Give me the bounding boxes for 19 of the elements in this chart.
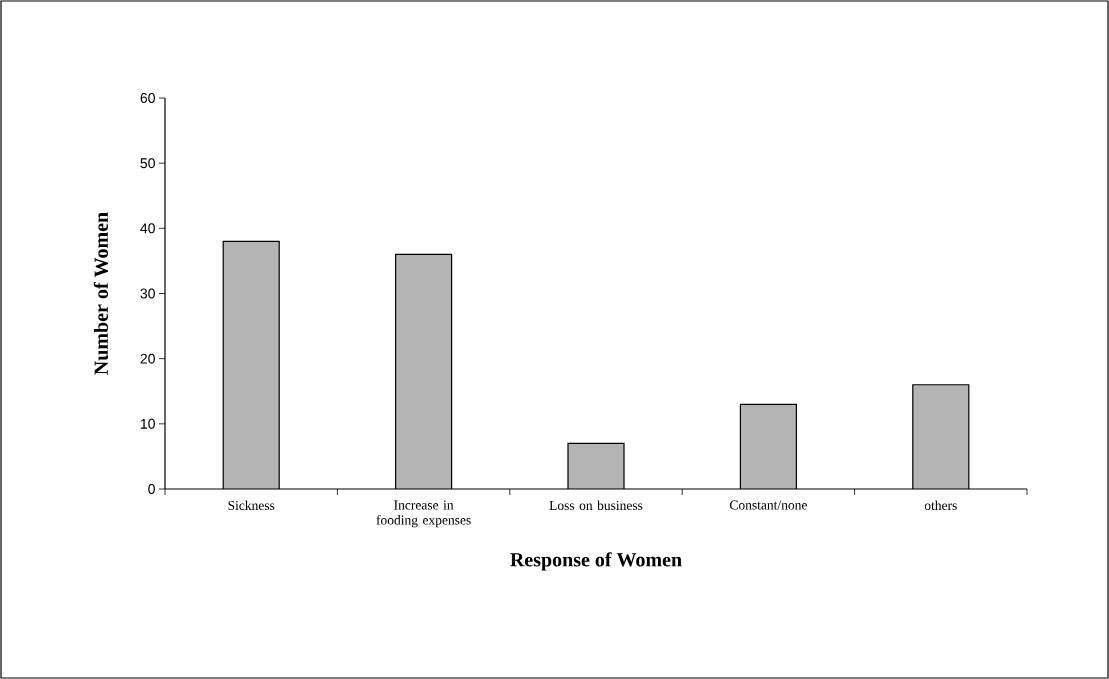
bar xyxy=(740,404,797,489)
bar xyxy=(395,254,452,489)
y-tick-label: 50 xyxy=(140,158,155,169)
y-tick-label: 0 xyxy=(148,484,155,494)
y-tick-label: 40 xyxy=(140,223,155,234)
x-tick-label: Constant/none xyxy=(729,500,807,510)
y-tick-label: 20 xyxy=(140,353,155,364)
bar xyxy=(223,241,280,489)
x-tick-label: Loss on business xyxy=(549,500,643,511)
x-tick-label: Sickness xyxy=(228,500,275,511)
bar xyxy=(568,443,624,489)
y-tick-label: 30 xyxy=(140,288,155,299)
x-tick-label: others xyxy=(924,500,957,511)
x-tick-label: Increase in fooding expenses xyxy=(376,500,471,528)
x-axis-title: Response of Women xyxy=(510,552,682,571)
bar xyxy=(912,384,970,489)
y-tick-label: 10 xyxy=(140,418,155,429)
y-axis-title: Number of Women xyxy=(93,212,109,375)
y-tick-label: 60 xyxy=(140,93,155,103)
